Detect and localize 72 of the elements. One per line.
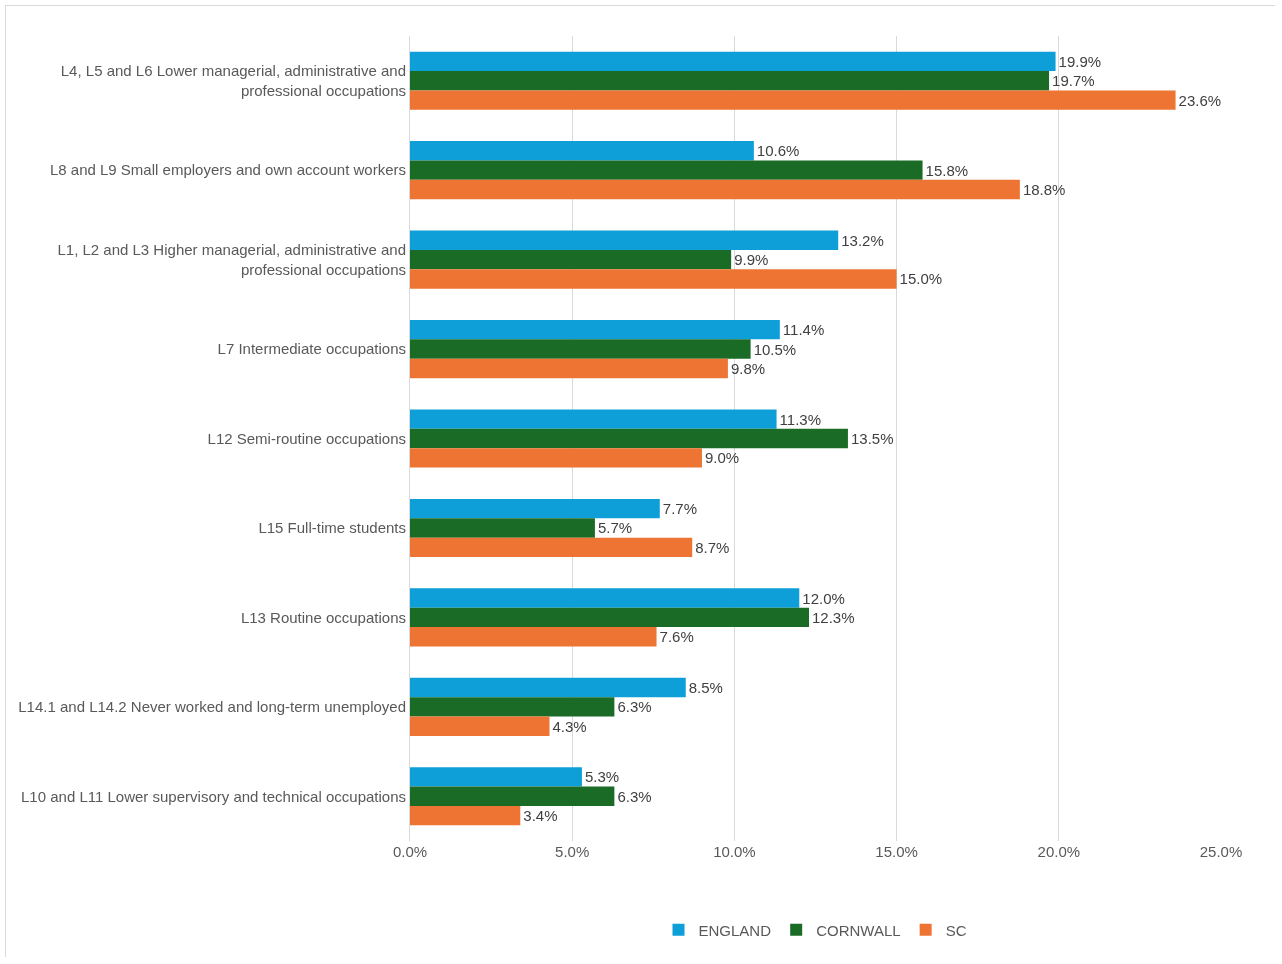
data-label: 13.2% bbox=[841, 231, 884, 249]
bar bbox=[410, 786, 615, 806]
bar bbox=[410, 607, 810, 628]
bar bbox=[410, 537, 693, 558]
data-label: 3.4% bbox=[523, 807, 558, 825]
x-tick-label: 10.0% bbox=[713, 843, 756, 860]
data-label: 23.6% bbox=[1178, 91, 1222, 109]
y-tick-label: L10 and L11 Lower supervisory and technical occupations bbox=[21, 787, 406, 805]
y-tick-label: L4, L5 and L6 Lower managerial, administrative and professional occupations bbox=[60, 62, 406, 99]
data-label: 10.5% bbox=[753, 340, 797, 358]
x-tick-label: 0.0% bbox=[392, 843, 428, 860]
data-label: 7.6% bbox=[659, 628, 694, 646]
legend-label: CORNWALL bbox=[816, 921, 901, 939]
bar bbox=[410, 249, 732, 270]
bar bbox=[410, 358, 728, 379]
bar bbox=[410, 71, 1050, 91]
data-label: 11.3% bbox=[779, 410, 821, 428]
data-label: 5.7% bbox=[597, 519, 633, 537]
y-tick-label: L15 Full-time students bbox=[258, 519, 406, 537]
y-tick-label: L1, L2 and L3 Higher managerial, administrative and professional occupations bbox=[57, 241, 406, 278]
bar bbox=[410, 428, 848, 449]
data-label: 7.7% bbox=[662, 500, 697, 518]
data-label: 12.3% bbox=[812, 608, 855, 626]
data-label: 11.4% bbox=[782, 321, 825, 339]
bar bbox=[410, 518, 595, 538]
x-tick-label: 25.0% bbox=[1199, 843, 1243, 860]
bar bbox=[410, 448, 702, 468]
data-label: 9.0% bbox=[704, 449, 740, 467]
data-label: 19.9% bbox=[1058, 52, 1102, 70]
data-label: 6.3% bbox=[617, 787, 652, 805]
x-tick-label: 20.0% bbox=[1037, 843, 1081, 860]
bar bbox=[410, 767, 582, 787]
legend-label: ENGLAND bbox=[698, 921, 772, 939]
data-label: 6.3% bbox=[617, 698, 652, 716]
bar bbox=[410, 409, 777, 429]
y-tick-label: L7 Intermediate occupations bbox=[217, 340, 406, 358]
bar bbox=[410, 160, 923, 180]
data-label: 15.8% bbox=[925, 161, 969, 179]
bar bbox=[410, 230, 839, 250]
bar bbox=[410, 339, 751, 359]
bar bbox=[410, 498, 660, 519]
data-label: 8.5% bbox=[688, 678, 723, 696]
bar bbox=[410, 805, 521, 826]
x-tick-label: 15.0% bbox=[875, 843, 918, 860]
bar bbox=[410, 319, 780, 340]
bar bbox=[410, 141, 754, 161]
data-label: 9.9% bbox=[734, 251, 769, 269]
data-label: 4.3% bbox=[552, 717, 587, 735]
data-label: 13.5% bbox=[850, 430, 894, 447]
y-tick-label: L13 Routine occupations bbox=[240, 608, 406, 626]
y-tick-label: L14.1 and L14.2 Never worked and long-term unemployed bbox=[18, 698, 406, 716]
bar bbox=[410, 269, 897, 289]
data-label: 15.0% bbox=[899, 270, 943, 288]
data-label: 10.6% bbox=[756, 142, 800, 160]
bar bbox=[410, 627, 657, 647]
bar bbox=[410, 677, 686, 698]
legend-label: SC bbox=[945, 921, 967, 939]
data-label: 8.7% bbox=[695, 538, 730, 556]
y-tick-label: L12 Semi-routine occupations bbox=[207, 429, 406, 447]
x-tick-label: 5.0% bbox=[555, 843, 590, 860]
bar bbox=[410, 697, 615, 717]
data-label: 9.8% bbox=[730, 359, 766, 377]
bar bbox=[410, 716, 550, 736]
data-label: 5.3% bbox=[584, 768, 620, 786]
bar bbox=[410, 588, 800, 608]
data-label: 18.8% bbox=[1022, 181, 1066, 199]
bar bbox=[410, 179, 1020, 200]
bar bbox=[410, 90, 1176, 110]
data-label: 12.0% bbox=[802, 589, 845, 607]
y-tick-label: L8 and L9 Small employers and own account workers bbox=[49, 161, 406, 179]
bar bbox=[410, 51, 1056, 72]
data-label: 19.7% bbox=[1052, 72, 1095, 90]
